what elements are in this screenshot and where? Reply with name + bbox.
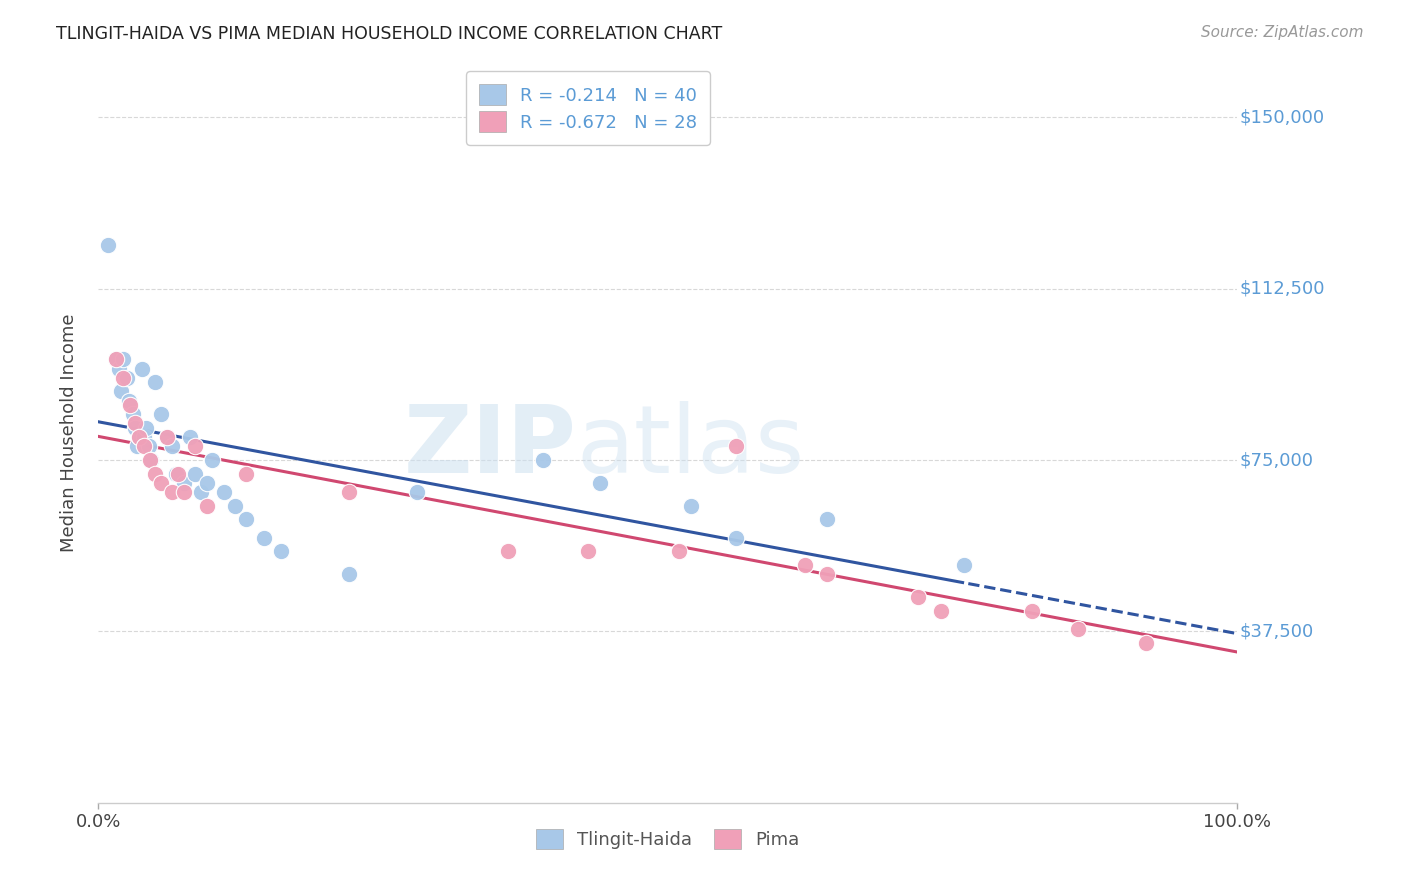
Point [1021, 604, 1043, 618]
Point [929, 604, 952, 618]
Point [156, 430, 179, 444]
Text: Source: ZipAtlas.com: Source: ZipAtlas.com [1201, 25, 1364, 40]
Point [406, 485, 429, 500]
Point [131, 361, 153, 376]
Y-axis label: Median Household Income: Median Household Income [59, 313, 77, 552]
Point [173, 475, 195, 490]
Point [118, 393, 141, 408]
Point [124, 421, 146, 435]
Point [104, 352, 127, 367]
Point [1135, 636, 1157, 650]
Point [953, 558, 976, 573]
Point [337, 485, 360, 500]
Point [195, 499, 218, 513]
Text: $37,500: $37,500 [1240, 623, 1313, 640]
Point [132, 439, 155, 453]
Point [96, 238, 118, 252]
Text: $75,000: $75,000 [1240, 451, 1313, 469]
Point [132, 430, 155, 444]
Point [121, 408, 143, 422]
Point [139, 453, 162, 467]
Point [110, 384, 132, 399]
Text: atlas: atlas [576, 401, 806, 493]
Point [179, 430, 201, 444]
Point [138, 453, 160, 467]
Point [127, 439, 149, 453]
Point [201, 453, 224, 467]
Point [124, 417, 146, 431]
Text: TLINGIT-HAIDA VS PIMA MEDIAN HOUSEHOLD INCOME CORRELATION CHART: TLINGIT-HAIDA VS PIMA MEDIAN HOUSEHOLD I… [56, 25, 723, 43]
Point [679, 499, 702, 513]
Point [235, 467, 257, 481]
Point [162, 439, 184, 453]
Point [156, 430, 179, 444]
Point [190, 485, 212, 500]
Point [162, 485, 184, 500]
Text: ZIP: ZIP [404, 401, 576, 493]
Point [815, 512, 838, 526]
Point [112, 371, 135, 385]
Point [815, 567, 838, 582]
Point [120, 398, 142, 412]
Point [725, 439, 748, 453]
Point [252, 531, 274, 545]
Point [793, 558, 815, 573]
Point [270, 544, 292, 558]
Point [115, 371, 138, 385]
Point [145, 376, 167, 390]
Point [165, 467, 187, 481]
Point [150, 475, 173, 490]
Point [224, 499, 246, 513]
Text: $150,000: $150,000 [1240, 108, 1324, 127]
Point [128, 430, 150, 444]
Point [104, 352, 127, 367]
Point [498, 544, 520, 558]
Point [184, 439, 207, 453]
Point [235, 512, 257, 526]
Point [150, 408, 173, 422]
Point [668, 544, 690, 558]
Point [576, 544, 599, 558]
Point [337, 567, 360, 582]
Point [128, 430, 150, 444]
Point [138, 439, 160, 453]
Point [173, 485, 195, 500]
Point [212, 485, 235, 500]
Point [112, 352, 135, 367]
Point [725, 531, 748, 545]
Point [184, 467, 207, 481]
Point [135, 421, 157, 435]
Point [588, 475, 610, 490]
Legend: Tlingit-Haida, Pima: Tlingit-Haida, Pima [529, 822, 807, 856]
Point [907, 590, 929, 604]
Point [145, 467, 167, 481]
Point [531, 453, 554, 467]
Text: $112,500: $112,500 [1240, 280, 1324, 298]
Point [167, 467, 190, 481]
Point [108, 361, 131, 376]
Point [195, 475, 218, 490]
Point [1067, 622, 1090, 636]
